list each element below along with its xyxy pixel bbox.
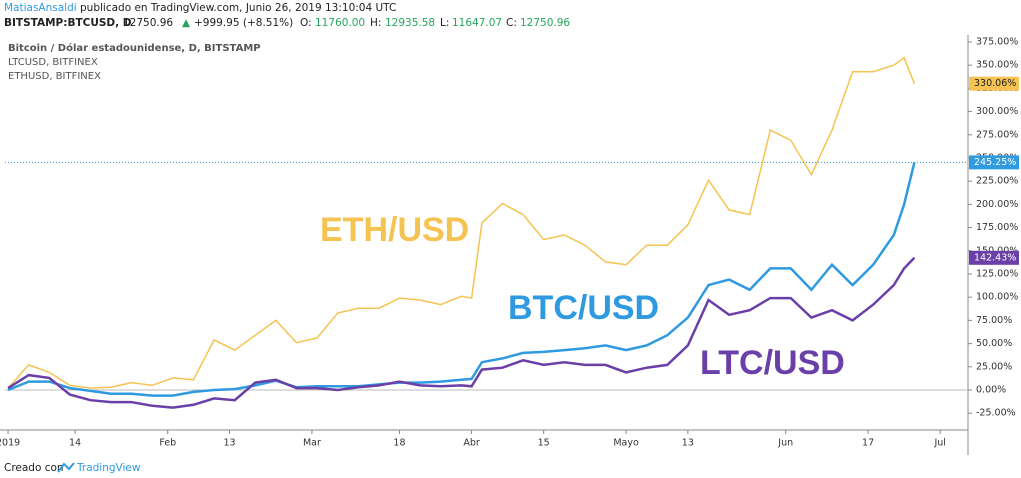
footer-text: Creado con bbox=[4, 462, 64, 474]
c-label: C: bbox=[506, 17, 517, 29]
logo bbox=[57, 462, 75, 473]
value-label: 245.25% bbox=[974, 157, 1016, 168]
author[interactable]: MatiasAnsaldi bbox=[4, 2, 77, 14]
published: publicado en TradingView.com, Junio 26, … bbox=[80, 2, 396, 14]
series-label: ETH/USD bbox=[320, 211, 469, 249]
l: 11647.07 bbox=[452, 17, 502, 29]
y-tick-label: 225.00% bbox=[976, 176, 1018, 187]
value-badge bbox=[969, 250, 1019, 265]
x-tick-label: 14 bbox=[69, 438, 81, 449]
series-label: BTC/USD bbox=[508, 289, 659, 327]
series-label: LTC/USD bbox=[700, 344, 845, 382]
y-tick-label: 25.00% bbox=[976, 361, 1012, 372]
y-tick-label: 275.00% bbox=[976, 129, 1018, 140]
l-label: L: bbox=[440, 17, 449, 29]
arrow: ▲ bbox=[182, 17, 191, 29]
y-tick-label: 75.00% bbox=[976, 315, 1012, 326]
c: 12750.96 bbox=[520, 17, 570, 29]
x-tick-label: 18 bbox=[393, 438, 405, 449]
o-label: O: bbox=[300, 17, 312, 29]
series-line bbox=[7, 256, 916, 409]
value-label: 330.06% bbox=[974, 78, 1016, 89]
y-tick-label: 150.00% bbox=[976, 245, 1018, 256]
y-tick-label: 200.00% bbox=[976, 199, 1018, 210]
o: 11760.00 bbox=[315, 17, 365, 29]
y-tick-label: 100.00% bbox=[976, 292, 1018, 303]
y-tick-label: 300.00% bbox=[976, 106, 1018, 117]
h: 12935.58 bbox=[385, 17, 435, 29]
x-tick-label: Feb bbox=[159, 438, 176, 449]
legend-entry: LTCUSD, BITFINEX bbox=[8, 57, 98, 68]
x-tick-label: Mayo bbox=[613, 438, 639, 449]
value-badge bbox=[969, 76, 1019, 91]
x-tick-label: Mar bbox=[303, 438, 321, 449]
series-line bbox=[7, 162, 916, 397]
x-tick-label: Jun bbox=[777, 438, 793, 449]
change: +999.95 (+8.51%) bbox=[194, 17, 293, 29]
x-tick-label: 13 bbox=[223, 438, 235, 449]
x-tick-label: 2019 bbox=[0, 438, 20, 449]
x-tick-label: 13 bbox=[682, 438, 694, 449]
y-tick-label: 50.00% bbox=[976, 338, 1012, 349]
value-badge bbox=[969, 155, 1019, 170]
x-tick-label: Jul bbox=[933, 438, 945, 449]
y-tick-label: 0.00% bbox=[976, 384, 1006, 395]
value-label: 142.43% bbox=[974, 252, 1016, 263]
y-tick-label: 375.00% bbox=[976, 36, 1018, 47]
x-tick-label: Abr bbox=[463, 438, 480, 449]
y-tick-label: -25.00% bbox=[976, 408, 1016, 419]
y-tick-label: 175.00% bbox=[976, 222, 1018, 233]
legend-entry: ETHUSD, BITFINEX bbox=[8, 71, 101, 82]
legend-entry: Bitcoin / Dólar estadounidense, D, BITST… bbox=[8, 42, 261, 54]
footer-brand[interactable]: TradingView bbox=[76, 462, 141, 474]
h-label: H: bbox=[370, 17, 381, 29]
x-tick-label: 15 bbox=[538, 438, 550, 449]
series-line bbox=[7, 56, 916, 389]
x-tick-label: 17 bbox=[862, 438, 874, 449]
y-tick-label: 350.00% bbox=[976, 60, 1018, 71]
symbol: BITSTAMP:BTCUSD, D bbox=[4, 17, 132, 29]
y-tick-label: 125.00% bbox=[976, 268, 1018, 279]
price: 12750.96 bbox=[123, 17, 173, 29]
